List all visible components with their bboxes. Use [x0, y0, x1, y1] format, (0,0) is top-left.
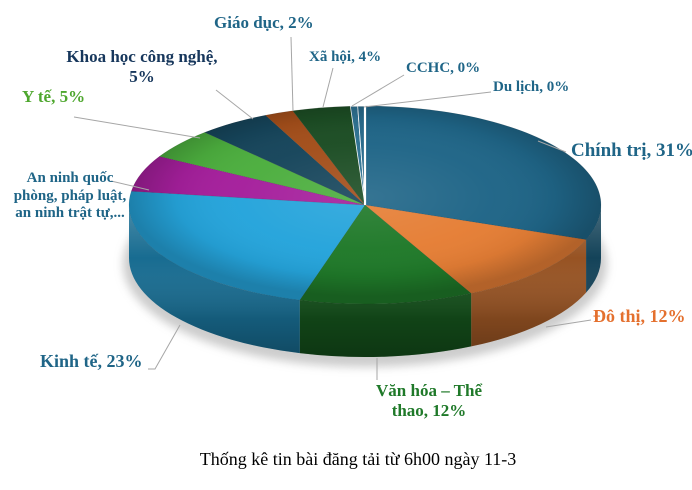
leader-lines [73, 36, 592, 380]
pie-side-shade-kinh-te [129, 205, 300, 354]
label-cchc: CCHC, 0% [406, 60, 481, 76]
label-kinh-te: Kinh tế, 23% [40, 351, 143, 371]
label-do-thi: Đô thị, 12% [593, 306, 686, 326]
leader-an-ninh [110, 180, 150, 191]
leader-cchc [351, 74, 405, 107]
label-y-te: Y tế, 5% [22, 87, 86, 106]
chart-caption: Thống kê tin bài đăng tải từ 6h00 ngày 1… [199, 449, 517, 469]
leader-khcn [215, 89, 254, 120]
leader-kinh-te [148, 324, 181, 370]
label-giao-duc: Giáo dục, 2% [214, 13, 314, 32]
label-xa-hoi: Xã hội, 4% [309, 49, 382, 65]
label-van-hoa-the-thao: Văn hóa – Thể thao, 12% [376, 381, 482, 421]
label-du-lich: Du lịch, 0% [493, 79, 570, 95]
label-khoa-hoc-cong-nghe: Khoa học công nghệ, 5% [66, 47, 218, 87]
label-an-ninh-quoc-phong: An ninh quốc phòng, pháp luật, an ninh t… [13, 170, 127, 222]
leader-do-thi [545, 319, 592, 328]
leader-du-lich [363, 91, 492, 108]
leader-xa-hoi [322, 67, 334, 108]
label-chinh-tri: Chính trị, 31% [571, 140, 692, 161]
leader-giao-duc [290, 36, 294, 112]
pie-side-shade-van-hoa-the-thao [299, 293, 472, 358]
leader-y-te [73, 116, 201, 139]
leader-chinh-tri [537, 140, 567, 153]
